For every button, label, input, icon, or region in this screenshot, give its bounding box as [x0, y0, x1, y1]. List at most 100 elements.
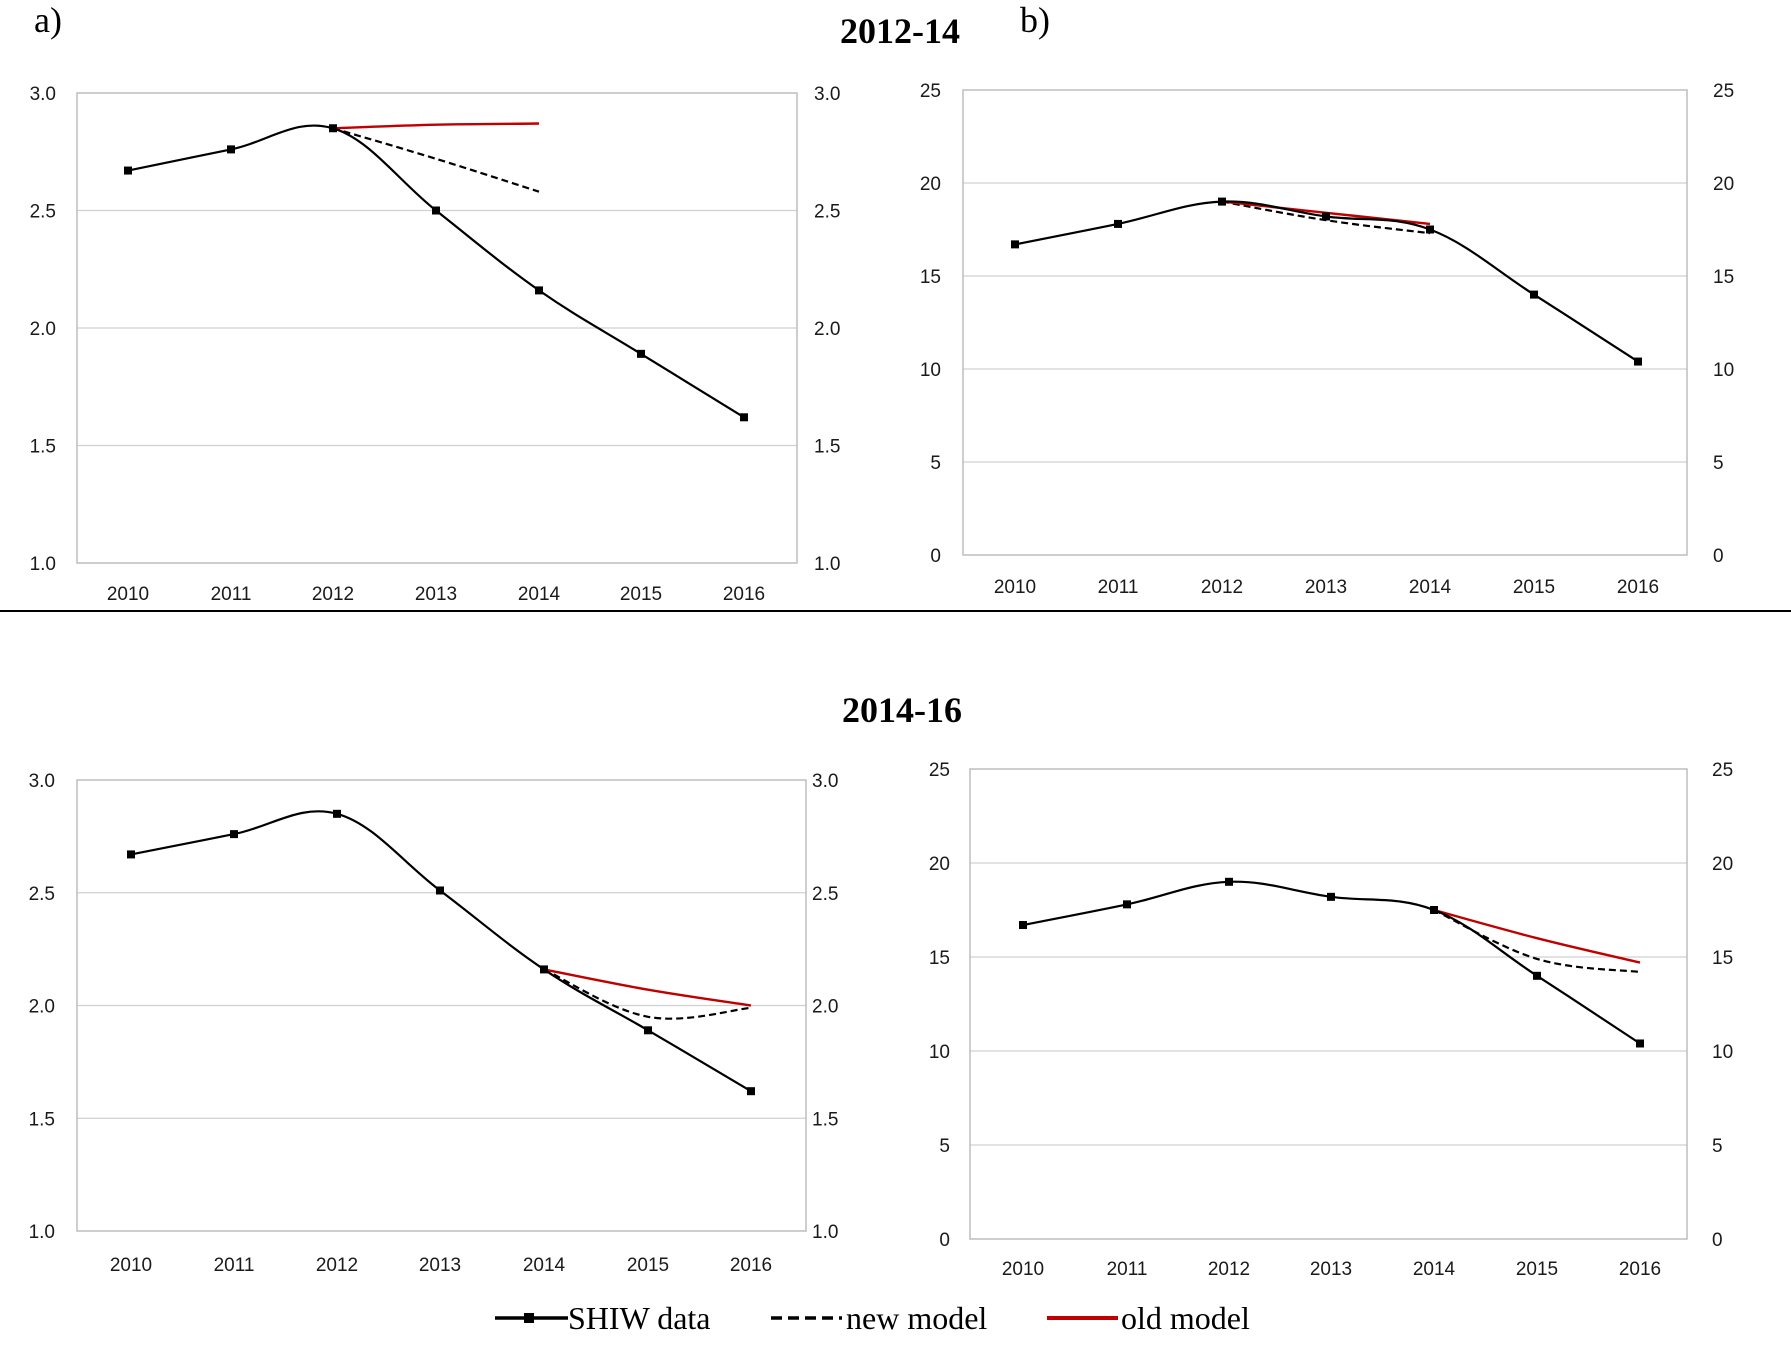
y-tick-right: 1.0 — [812, 1222, 838, 1243]
x-tick: 2012 — [1201, 577, 1243, 598]
x-tick: 2012 — [312, 584, 354, 605]
plot-area — [962, 89, 1688, 556]
y-tick-left: 1.0 — [29, 1222, 55, 1243]
x-tick: 2013 — [1310, 1259, 1352, 1280]
y-tick-left: 5 — [930, 453, 941, 474]
x-tick: 2015 — [620, 584, 662, 605]
x-tick: 2015 — [1516, 1259, 1558, 1280]
panel-label-b: b) — [1020, 0, 1050, 40]
series-line-old — [332, 122, 540, 130]
y-tick-left: 25 — [929, 760, 950, 781]
data-point-shiw — [1327, 892, 1335, 901]
x-tick: 2014 — [523, 1255, 566, 1276]
legend-item-old: old model — [1047, 1300, 1250, 1336]
data-point-shiw — [535, 286, 543, 295]
legend-label-new: new model — [846, 1300, 987, 1336]
data-point-shiw — [1218, 197, 1226, 206]
legend: SHIW data new model old model — [495, 1300, 1250, 1336]
data-point-shiw — [1011, 240, 1019, 249]
data-point-shiw — [747, 1087, 755, 1096]
chart-201214-b: 0 0 5 5 10 10 15 15 20 20 25 25 2010 2011 2012 2013 2014… — [920, 81, 1734, 598]
y-tick-right: 25 — [1712, 760, 1733, 781]
data-point-shiw — [1322, 212, 1330, 221]
data-point-shiw — [1533, 971, 1541, 980]
y-tick-right: 20 — [1713, 174, 1734, 195]
y-tick-left: 25 — [920, 81, 941, 102]
y-tick-right: 15 — [1712, 948, 1733, 969]
x-tick: 2014 — [1409, 577, 1452, 598]
x-tick: 2014 — [1413, 1259, 1456, 1280]
data-point-shiw — [230, 830, 238, 839]
panel-label-a: a) — [34, 0, 62, 40]
y-tick-right: 10 — [1713, 360, 1734, 381]
data-point-shiw — [329, 124, 337, 133]
x-tick: 2014 — [518, 584, 561, 605]
data-point-shiw — [740, 413, 748, 422]
x-tick: 2016 — [1617, 577, 1659, 598]
x-tick: 2010 — [1002, 1259, 1044, 1280]
x-tick: 2016 — [730, 1255, 772, 1276]
x-tick: 2011 — [211, 584, 252, 605]
y-tick-left: 15 — [920, 267, 941, 288]
y-tick-left: 2.5 — [29, 884, 55, 905]
x-tick: 2012 — [1208, 1259, 1250, 1280]
chart-201416-a: 1.0 1.0 1.5 1.5 2.0 2.0 2.5 2.5 3.0 3.0 2010 2011 20… — [29, 771, 839, 1276]
chart-201416-b: 0 0 5 5 10 10 15 15 20 20 25 25 2010 2011 2012 2013 2014… — [929, 760, 1733, 1280]
data-point-shiw — [637, 349, 645, 358]
x-tick: 2011 — [1098, 577, 1139, 598]
legend-item-shiw: SHIW data — [495, 1300, 710, 1336]
y-tick-left: 20 — [929, 854, 950, 875]
y-tick-right: 2.5 — [814, 202, 840, 223]
x-tick: 2011 — [214, 1255, 255, 1276]
series-line-old — [543, 968, 752, 1007]
y-tick-left: 15 — [929, 948, 950, 969]
y-tick-right: 1.5 — [812, 1109, 838, 1130]
data-point-shiw — [127, 850, 135, 859]
data-point-shiw — [436, 886, 444, 895]
plot-area — [969, 768, 1688, 1240]
data-point-shiw — [1426, 225, 1434, 234]
y-tick-left: 2.0 — [30, 319, 56, 340]
x-tick: 2010 — [994, 577, 1036, 598]
data-point-shiw — [644, 1026, 652, 1035]
y-tick-left: 3.0 — [30, 84, 56, 105]
x-tick: 2013 — [415, 584, 457, 605]
y-tick-right: 0 — [1712, 1230, 1723, 1251]
y-tick-left: 5 — [939, 1136, 950, 1157]
data-point-shiw — [432, 206, 440, 215]
plot-area — [76, 779, 807, 1232]
y-tick-right: 0 — [1713, 546, 1724, 567]
y-tick-left: 10 — [929, 1042, 950, 1063]
x-tick: 2015 — [627, 1255, 669, 1276]
series-line-shiw — [130, 810, 752, 1093]
y-tick-right: 5 — [1713, 453, 1724, 474]
y-tick-left: 2.5 — [30, 202, 56, 223]
y-tick-left: 3.0 — [29, 771, 55, 792]
legend-label-shiw: SHIW data — [568, 1300, 710, 1336]
y-tick-left: 20 — [920, 174, 941, 195]
data-point-shiw — [1530, 290, 1538, 299]
x-tick: 2011 — [1107, 1259, 1148, 1280]
y-tick-right: 2.0 — [814, 319, 840, 340]
series-line-shiw — [1014, 200, 1639, 363]
data-point-shiw — [1019, 921, 1027, 930]
section-heading-top: 2012-14 — [840, 11, 960, 51]
y-tick-right: 2.5 — [812, 884, 838, 905]
y-tick-right: 5 — [1712, 1136, 1723, 1157]
x-tick: 2015 — [1513, 577, 1555, 598]
y-tick-left: 1.0 — [30, 554, 56, 575]
y-tick-right: 3.0 — [814, 84, 840, 105]
y-tick-left: 10 — [920, 360, 941, 381]
y-tick-left: 1.5 — [30, 437, 56, 458]
y-tick-right: 1.0 — [814, 554, 840, 575]
data-point-shiw — [1430, 906, 1438, 914]
y-tick-right: 25 — [1713, 81, 1734, 102]
y-tick-left: 0 — [930, 546, 941, 567]
legend-marker-shiw — [524, 1313, 534, 1323]
legend-item-new: new model — [771, 1300, 987, 1336]
series-line-new — [332, 127, 540, 193]
y-tick-right: 20 — [1712, 854, 1733, 875]
series-line-shiw — [127, 124, 745, 419]
